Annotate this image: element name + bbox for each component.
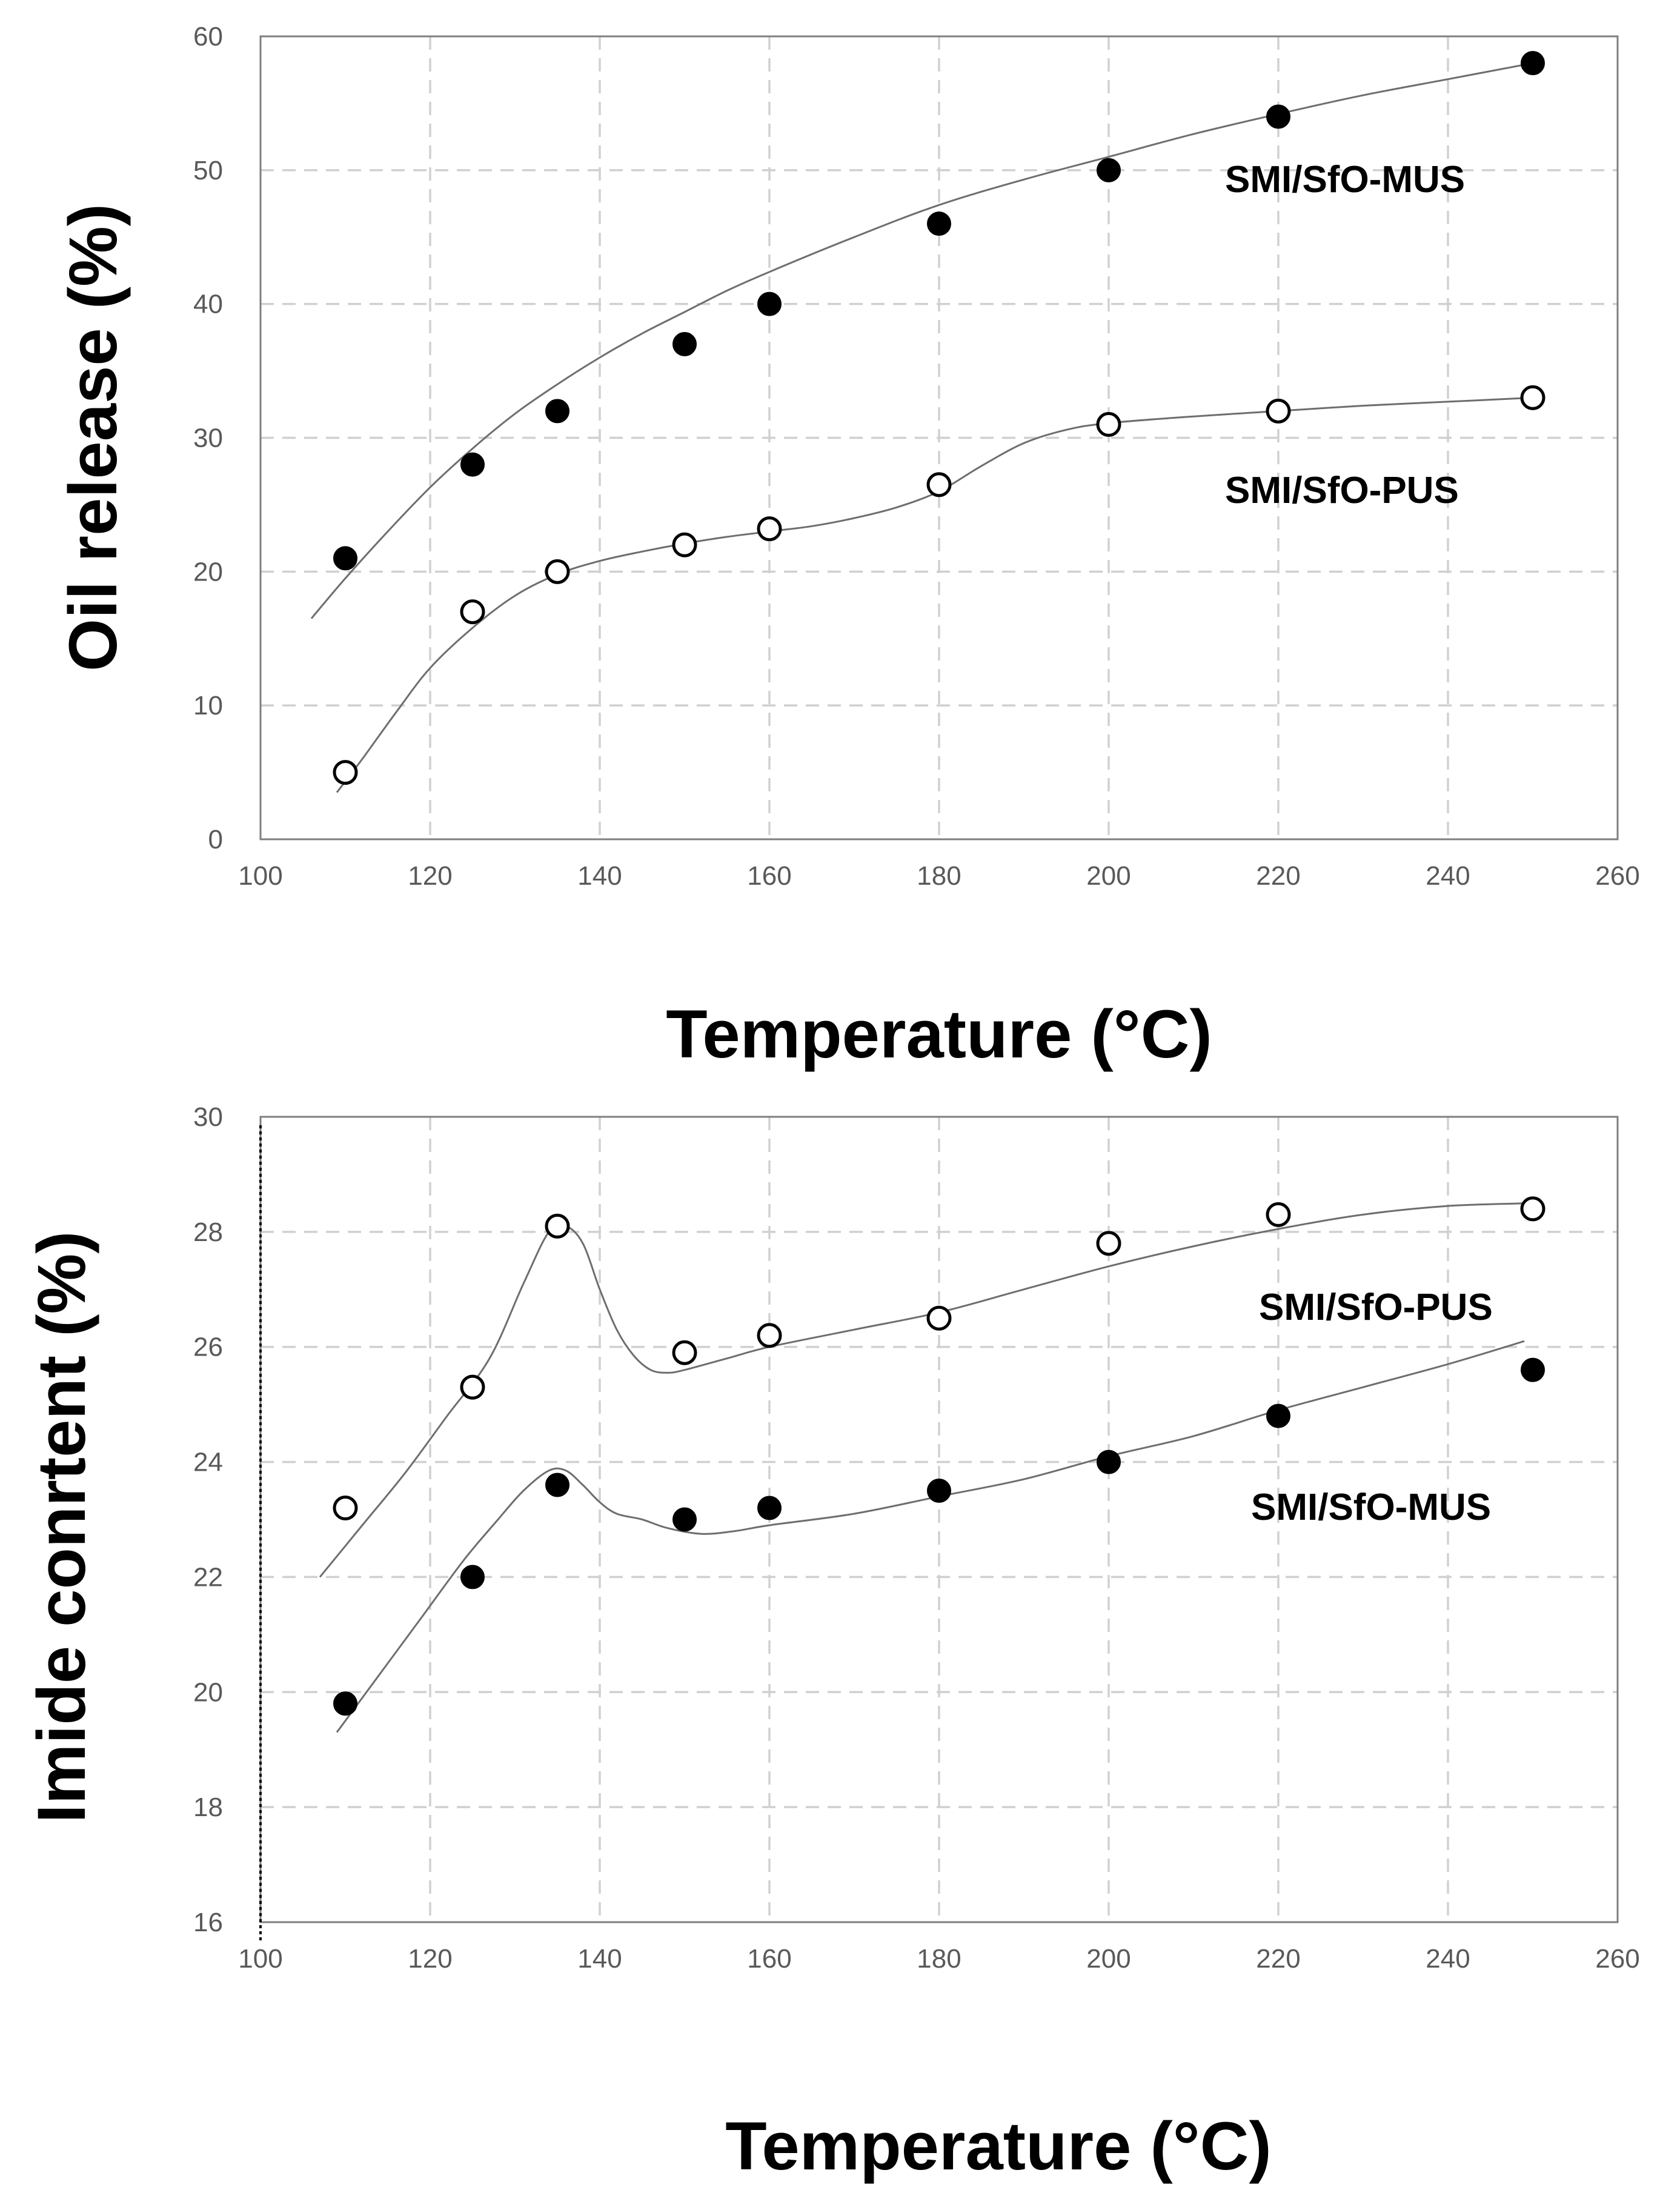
- oil-release-x-tick-140: 140: [577, 861, 622, 891]
- oil-release-y-axis-title: Oil release (%): [55, 204, 131, 671]
- imide-content-point-mus-180: [927, 1479, 951, 1503]
- oil-release-point-mus-160: [757, 291, 782, 316]
- oil-release-x-tick-180: 180: [917, 861, 961, 891]
- oil-release-trendline-mus: [310, 62, 1533, 619]
- imide-content-y-tick-28: 28: [193, 1217, 223, 1247]
- imide-content-point-pus-220: [1266, 1202, 1291, 1227]
- oil-release-x-tick-220: 220: [1256, 861, 1300, 891]
- oil-release-point-pus-135: [545, 559, 570, 584]
- imide-content-label-mus: SMI/SfO-MUS: [1251, 1486, 1491, 1528]
- oil-release-label-pus: SMI/SfO-PUS: [1225, 470, 1459, 511]
- oil-release-y-tick-60: 60: [193, 22, 223, 52]
- oil-release-point-mus-150: [672, 331, 697, 356]
- imide-content-y-tick-26: 26: [193, 1333, 223, 1362]
- imide-content-x-tick-200: 200: [1086, 1944, 1131, 1974]
- oil-release-x-tick-100: 100: [238, 861, 282, 891]
- oil-release-gridlines: [261, 36, 1618, 839]
- imide-content-point-mus-250: [1521, 1357, 1545, 1382]
- imide-content-x-tick-240: 240: [1426, 1944, 1470, 1974]
- oil-release-point-pus-200: [1096, 411, 1121, 437]
- oil-release-label-mus: SMI/SfO-MUS: [1225, 159, 1465, 201]
- oil-release-point-pus-220: [1266, 398, 1291, 424]
- imide-content-point-mus-135: [545, 1473, 569, 1497]
- oil-release-point-mus-220: [1266, 104, 1290, 129]
- oil-release-point-pus-160: [757, 516, 782, 542]
- imide-content-point-pus-180: [926, 1305, 952, 1331]
- imide-content-point-pus-110: [333, 1496, 358, 1521]
- imide-content-y-tick-22: 22: [193, 1562, 223, 1592]
- imide-content-point-mus-125: [460, 1565, 485, 1589]
- oil-release-x-tick-200: 200: [1086, 861, 1131, 891]
- imide-content-y-tick-18: 18: [193, 1792, 223, 1822]
- oil-release-data-points: [333, 51, 1546, 785]
- imide-content-point-pus-125: [460, 1374, 485, 1400]
- imide-content-trendline-pus: [319, 1202, 1533, 1578]
- imide-content-point-pus-160: [757, 1323, 782, 1348]
- imide-content-x-tick-labels: 100 120 140 160 180 200 220 240 260: [238, 1944, 1639, 1974]
- oil-release-y-tick-10: 10: [193, 691, 223, 721]
- oil-release-point-pus-180: [926, 472, 952, 498]
- imide-content-y-axis-title: Imide conrtent (%): [24, 1231, 99, 1823]
- imide-content-x-tick-180: 180: [917, 1944, 961, 1974]
- imide-content-point-mus-110: [333, 1691, 357, 1716]
- imide-content-data-points: [333, 1196, 1546, 1716]
- oil-release-point-mus-110: [333, 546, 357, 571]
- imide-content-label-pus: SMI/SfO-PUS: [1259, 1286, 1493, 1328]
- oil-release-trendline-pus: [336, 396, 1533, 793]
- imide-content-y-tick-30: 30: [193, 1102, 223, 1132]
- oil-release-y-tick-20: 20: [193, 557, 223, 587]
- imide-content-y-tick-20: 20: [193, 1677, 223, 1707]
- oil-release-y-tick-0: 0: [208, 825, 223, 854]
- imide-content-point-pus-135: [545, 1213, 570, 1239]
- oil-release-x-tick-260: 260: [1595, 861, 1639, 891]
- imide-content-point-pus-150: [672, 1340, 697, 1365]
- oil-release-x-tick-240: 240: [1426, 861, 1470, 891]
- imide-content-y-tick-labels: 16 18 20 22 24 26 28 30: [193, 1102, 223, 1937]
- imide-content-chart: 100 120 140 160 180 200 220 240 260 16 18 20 22 24 26…: [24, 1102, 1640, 2184]
- imide-content-x-tick-140: 140: [577, 1944, 622, 1974]
- imide-content-y-tick-16: 16: [193, 1908, 223, 1937]
- imide-content-x-tick-120: 120: [408, 1944, 452, 1974]
- oil-release-point-pus-250: [1520, 385, 1546, 410]
- imide-content-point-mus-200: [1097, 1449, 1121, 1474]
- oil-release-point-mus-250: [1521, 51, 1545, 76]
- oil-release-point-pus-150: [672, 532, 697, 557]
- imide-content-x-tick-100: 100: [238, 1944, 282, 1974]
- oil-release-y-tick-labels: 0 10 20 30 40 50 60: [193, 22, 223, 854]
- oil-release-y-tick-30: 30: [193, 424, 223, 453]
- oil-release-chart: 100 120 140 160 180 200 220 240 260 0 10 20 30 40 50 6…: [55, 22, 1640, 1072]
- imide-content-trendlines: [319, 1202, 1533, 1733]
- imide-content-y-tick-24: 24: [193, 1448, 223, 1477]
- oil-release-x-tick-120: 120: [408, 861, 452, 891]
- oil-release-point-mus-135: [545, 399, 569, 424]
- oil-release-x-tick-labels: 100 120 140 160 180 200 220 240 260: [238, 861, 1639, 891]
- oil-release-x-tick-160: 160: [747, 861, 791, 891]
- oil-release-point-mus-180: [927, 211, 951, 236]
- imide-content-x-axis-title: Temperature (°C): [725, 2108, 1272, 2184]
- imide-content-x-tick-220: 220: [1256, 1944, 1300, 1974]
- oil-release-point-mus-125: [460, 452, 485, 477]
- imide-content-point-pus-250: [1520, 1196, 1546, 1222]
- oil-release-point-pus-125: [460, 599, 485, 625]
- oil-release-y-tick-50: 50: [193, 156, 223, 185]
- imide-content-point-mus-150: [672, 1507, 697, 1532]
- oil-release-y-tick-40: 40: [193, 290, 223, 319]
- imide-content-point-pus-200: [1096, 1231, 1121, 1256]
- oil-release-plot-frame: [259, 35, 1619, 840]
- oil-release-point-mus-200: [1097, 158, 1121, 182]
- imide-content-x-tick-260: 260: [1595, 1944, 1639, 1974]
- imide-content-point-mus-220: [1266, 1403, 1290, 1428]
- imide-content-x-tick-160: 160: [747, 1944, 791, 1974]
- imide-content-point-mus-160: [757, 1496, 782, 1520]
- oil-release-x-axis-title: Temperature (°C): [666, 996, 1212, 1072]
- imide-content-trendline-mus: [336, 1340, 1525, 1733]
- oil-release-point-pus-110: [333, 760, 358, 785]
